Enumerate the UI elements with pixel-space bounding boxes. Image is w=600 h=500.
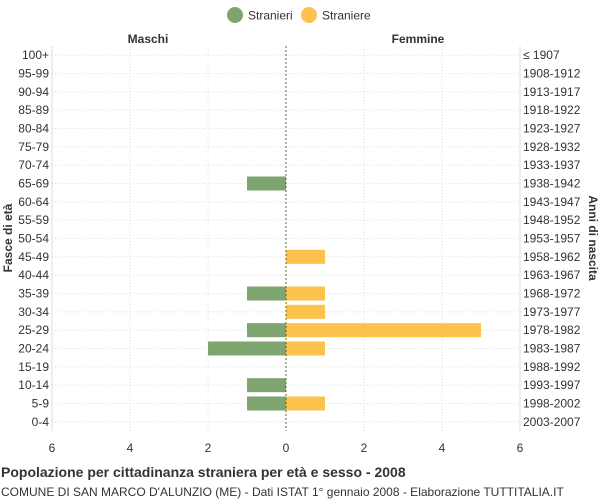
bar-female-30-34 xyxy=(286,304,325,319)
birth-year-label: 1923-1927 xyxy=(523,122,581,136)
birth-year-label: 1968-1972 xyxy=(523,287,581,301)
birth-year-label: 1958-1962 xyxy=(523,250,581,264)
birth-year-label: 1998-2002 xyxy=(523,397,581,411)
age-group-label: 90-94 xyxy=(18,85,49,99)
birth-year-label: 1973-1977 xyxy=(523,305,581,319)
birth-year-label: 1928-1932 xyxy=(523,140,581,154)
bar-male-35-39 xyxy=(247,286,286,301)
left-header-maschi: Maschi xyxy=(128,32,169,46)
bar-female-20-24 xyxy=(286,341,325,356)
birth-year-label: 1913-1917 xyxy=(523,85,581,99)
birth-year-label: 1933-1937 xyxy=(523,158,581,172)
bar-male-5-9 xyxy=(247,396,286,411)
age-group-label: 5-9 xyxy=(32,397,50,411)
age-group-label: 10-14 xyxy=(18,378,49,392)
birth-year-label: 1978-1982 xyxy=(523,323,581,337)
age-group-label: 40-44 xyxy=(18,268,49,282)
chart-subtitle: COMUNE DI SAN MARCO D'ALUNZIO (ME) - Dat… xyxy=(1,485,564,499)
age-group-label: 75-79 xyxy=(18,140,49,154)
bar-female-45-49 xyxy=(286,249,325,264)
bar-female-25-29 xyxy=(286,323,481,338)
age-group-label: 45-49 xyxy=(18,250,49,264)
x-tick-label: 6 xyxy=(517,441,524,455)
birth-year-label: 1983-1987 xyxy=(523,342,581,356)
right-header-femmine: Femmine xyxy=(392,32,445,46)
x-tick-label: 2 xyxy=(361,441,368,455)
bar-male-20-24 xyxy=(208,341,286,356)
bar-male-65-69 xyxy=(247,176,286,191)
chart-title: Popolazione per cittadinanza straniera p… xyxy=(1,464,406,480)
x-tick-label: 4 xyxy=(439,441,446,455)
legend-marker-straniere xyxy=(301,7,317,23)
birth-year-label: 1988-1992 xyxy=(523,360,581,374)
age-group-label: 25-29 xyxy=(18,323,49,337)
age-group-label: 95-99 xyxy=(18,67,49,81)
bar-male-10-14 xyxy=(247,378,286,393)
age-group-label: 70-74 xyxy=(18,158,49,172)
birth-year-label: 1938-1942 xyxy=(523,177,581,191)
population-pyramid-chart: 6 4 2 0 2 4 6 100+ ≤ 1907 95-99 1908-1912 90-94 1913… xyxy=(1,7,600,455)
birth-year-label: 2003-2007 xyxy=(523,415,581,429)
age-group-label: 0-4 xyxy=(32,415,50,429)
labels: 6 4 2 0 2 4 6 100+ ≤ 1907 95-99 1908-1912 90-94 1913… xyxy=(18,48,580,455)
legend-label-straniere: Straniere xyxy=(322,9,371,23)
age-group-label: 50-54 xyxy=(18,232,49,246)
birth-year-label: 1963-1967 xyxy=(523,268,581,282)
x-tick-label: 6 xyxy=(49,441,56,455)
birth-year-label: 1908-1912 xyxy=(523,67,581,81)
birth-year-label: 1943-1947 xyxy=(523,195,581,209)
legend: Stranieri Straniere xyxy=(227,7,371,23)
birth-year-label: 1948-1952 xyxy=(523,213,581,227)
birth-year-label: 1918-1922 xyxy=(523,103,581,117)
age-group-label: 15-19 xyxy=(18,360,49,374)
age-group-label: 80-84 xyxy=(18,122,49,136)
birth-year-label: ≤ 1907 xyxy=(523,48,560,62)
birth-year-label: 1993-1997 xyxy=(523,378,581,392)
bars xyxy=(208,46,481,431)
bar-female-5-9 xyxy=(286,396,325,411)
legend-label-stranieri: Stranieri xyxy=(248,9,293,23)
bar-female-35-39 xyxy=(286,286,325,301)
age-group-label: 60-64 xyxy=(18,195,49,209)
legend-marker-stranieri xyxy=(227,7,243,23)
age-group-label: 30-34 xyxy=(18,305,49,319)
birth-year-label: 1953-1957 xyxy=(523,232,581,246)
age-group-label: 85-89 xyxy=(18,103,49,117)
y-axis-label-right: Anni di nascita xyxy=(586,195,600,281)
x-tick-label: 0 xyxy=(283,441,290,455)
x-tick-label: 2 xyxy=(205,441,212,455)
age-group-label: 20-24 xyxy=(18,342,49,356)
bar-male-25-29 xyxy=(247,323,286,338)
age-group-label: 100+ xyxy=(22,48,49,62)
age-group-label: 65-69 xyxy=(18,177,49,191)
age-group-label: 55-59 xyxy=(18,213,49,227)
age-group-label: 35-39 xyxy=(18,287,49,301)
y-axis-label-left: Fasce di età xyxy=(1,203,15,272)
x-tick-label: 4 xyxy=(127,441,134,455)
